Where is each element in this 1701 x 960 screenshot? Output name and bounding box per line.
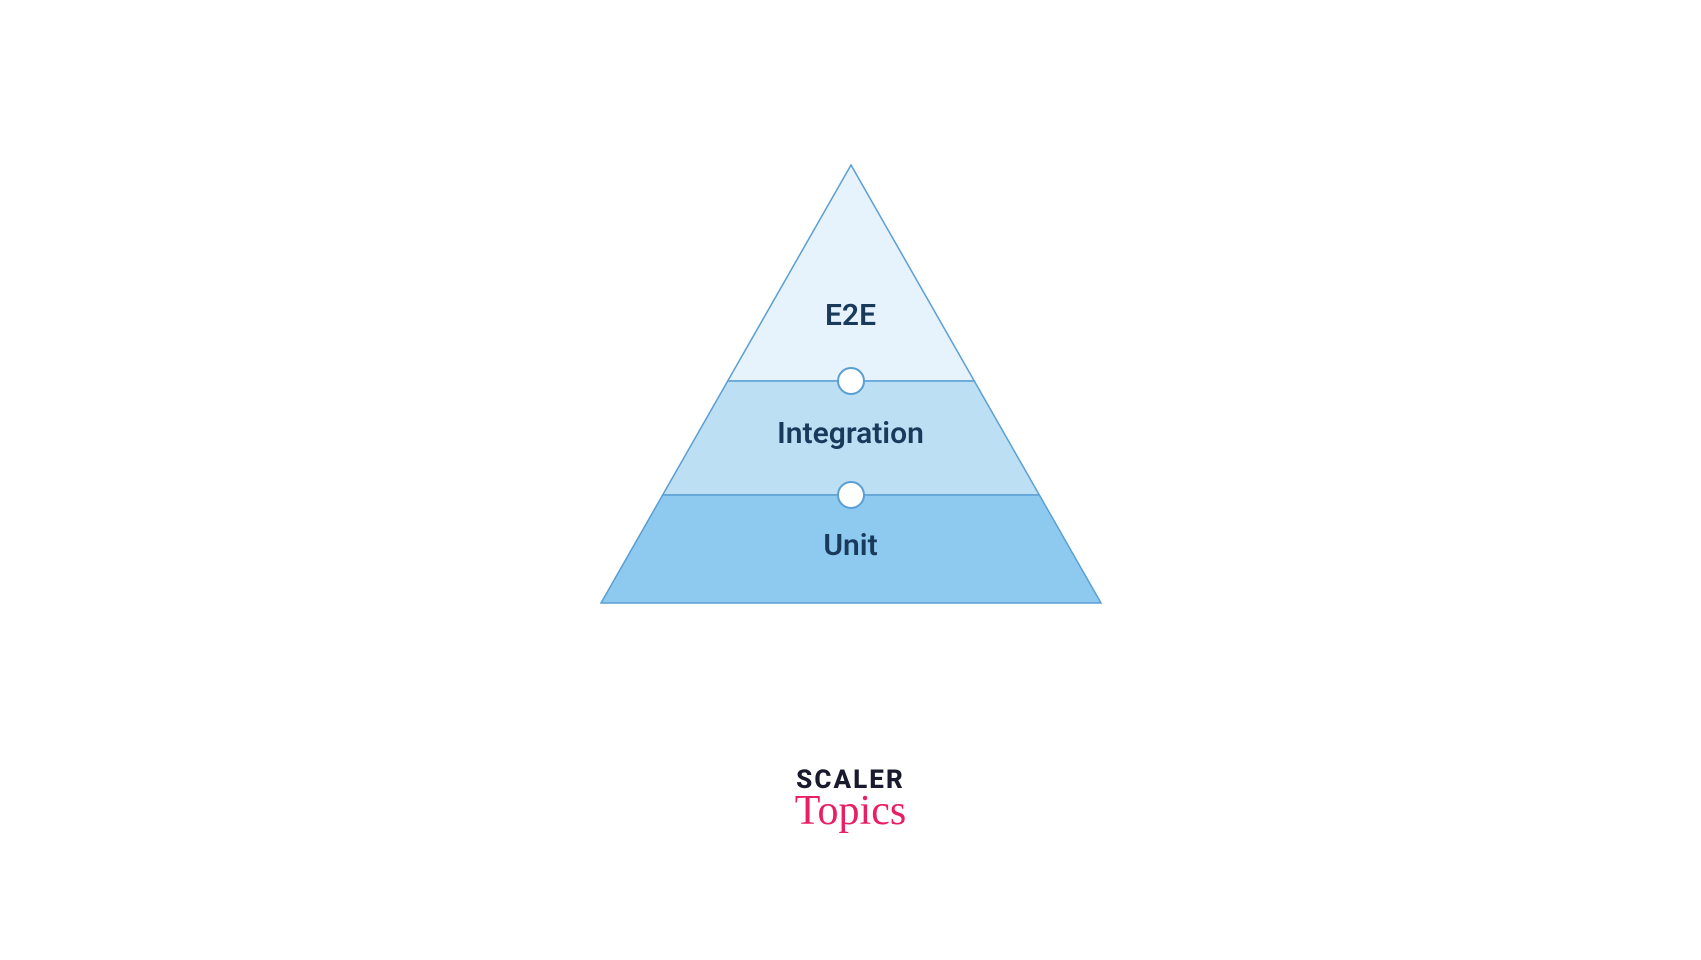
pyramid-layer-e2e — [727, 165, 974, 381]
pyramid-label-integration: Integration — [777, 416, 924, 451]
pyramid-label-e2e: E2E — [825, 298, 876, 333]
logo-secondary-text: Topics — [795, 787, 906, 835]
connector-circle-1 — [838, 482, 864, 508]
pyramid-label-unit: Unit — [823, 528, 877, 563]
pyramid-diagram: E2E Integration Unit — [501, 125, 1201, 725]
connector-circle-0 — [838, 368, 864, 394]
brand-logo: SCALER Topics — [795, 765, 906, 835]
